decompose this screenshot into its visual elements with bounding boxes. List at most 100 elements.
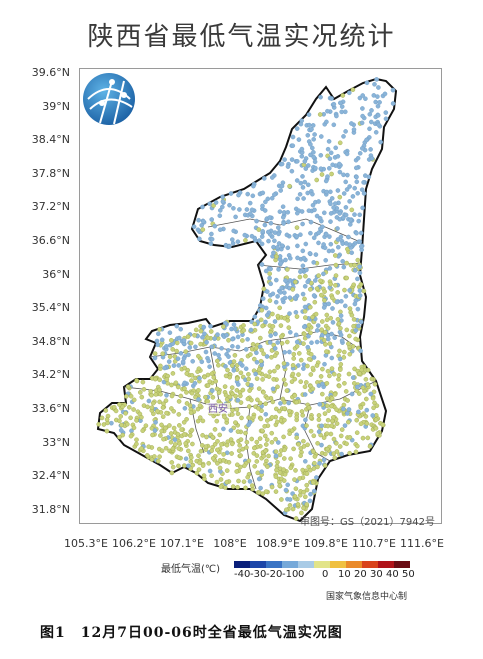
station-point [305,363,310,369]
station-point [337,140,343,146]
station-point [196,397,201,402]
station-point [314,286,320,291]
station-point [259,241,265,247]
station-point [278,260,283,266]
station-point [332,392,338,397]
station-point [186,352,191,358]
station-point [215,332,220,337]
station-point [251,183,256,189]
station-point [246,422,251,428]
station-point [344,327,350,333]
station-point [306,322,312,328]
station-point [268,281,273,287]
station-point [323,178,329,184]
station-point [282,295,288,301]
station-point [297,274,303,280]
station-point [342,380,347,386]
station-point [177,441,182,447]
station-point [298,379,303,385]
station-point [375,113,381,118]
station-point [279,243,285,248]
station-point [171,425,177,431]
station-point [353,165,359,171]
station-point [150,400,156,406]
station-point [218,484,224,490]
station-point [353,449,359,455]
station-point [273,453,279,459]
station-point [169,337,174,343]
station-point [278,188,283,193]
station-point [330,320,336,325]
station-point [177,335,182,341]
station-point [317,461,322,466]
station-point [154,338,160,344]
station-point [325,146,331,152]
station-point [326,139,332,144]
station-point [267,340,273,345]
station-point [140,379,146,385]
station-point [223,373,229,379]
station-point [224,479,230,485]
station-point [336,383,342,389]
station-point [282,417,287,423]
station-point [231,322,237,327]
station-point [339,298,344,304]
station-point [237,207,242,212]
station-point [263,442,269,447]
station-point [221,452,226,457]
station-point [302,335,308,341]
station-point [274,467,279,473]
station-point [307,287,313,292]
station-point [330,162,335,168]
station-point [285,209,291,215]
station-point [279,285,284,291]
station-point [356,409,361,415]
station-point [225,367,230,373]
station-point [210,455,216,461]
station-point [268,266,273,272]
station-point [325,368,331,374]
station-point [231,228,236,234]
station-point [315,323,321,328]
station-point [228,428,234,433]
station-point [306,356,312,362]
station-point [214,358,220,364]
station-point [320,381,325,387]
longitude-label: 105.3°E [64,537,108,550]
station-point [328,431,334,437]
station-point [283,487,289,493]
station-point [229,363,235,368]
station-point [156,458,161,464]
station-point [293,309,299,315]
station-point [356,218,362,224]
station-point [150,432,155,438]
station-point [273,449,279,455]
station-point [336,373,342,378]
longitude-label: 109.8°E [304,537,348,550]
station-point [272,353,278,359]
station-point [264,312,270,318]
station-point [313,252,319,257]
station-point [359,146,365,151]
station-point [305,133,311,138]
legend-swatch [298,561,314,568]
station-point [299,510,304,516]
latitude-label: 31.8°N [31,502,70,516]
station-point [341,406,346,412]
station-point [253,345,259,351]
station-point [175,384,181,390]
longitude-label: 107.1°E [160,537,204,550]
station-point [375,94,380,99]
latitude-label: 34.8°N [31,334,70,348]
station-point [198,448,204,454]
station-point [346,407,352,412]
city-label: 西安 [208,402,228,415]
station-point [283,278,288,283]
station-point [241,479,247,485]
station-point [294,435,299,441]
station-point [355,306,361,312]
station-point [176,455,182,461]
station-point [307,498,313,504]
station-point [255,397,260,403]
station-point [182,365,187,371]
